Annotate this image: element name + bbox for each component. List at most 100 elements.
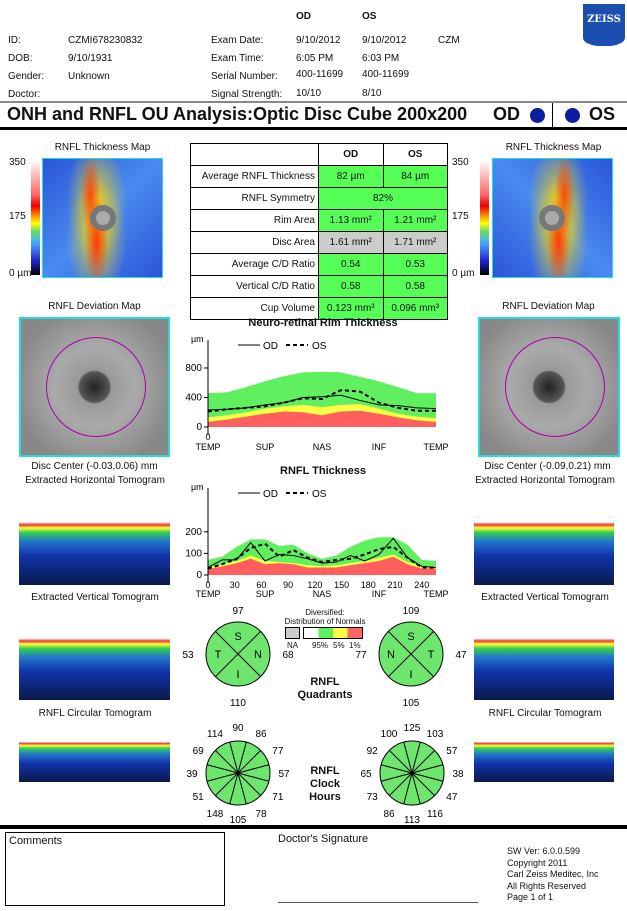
- comments-label: Comments: [9, 835, 63, 847]
- x-tick-label: 60: [256, 580, 266, 590]
- outside-band-1: [208, 410, 436, 427]
- sector-divider: [380, 764, 413, 774]
- x-sector-label: NAS: [313, 589, 332, 599]
- exam-date-od: 9/10/2012: [296, 35, 341, 46]
- x-sector-label: INF: [372, 442, 387, 452]
- quadrant-value-N: 68: [282, 650, 294, 661]
- quadrant-value-T: 47: [455, 650, 467, 661]
- sector-divider: [237, 772, 270, 782]
- sector-divider: [411, 741, 421, 774]
- legend-5: 5%: [333, 641, 345, 650]
- scale-max: 350: [9, 157, 26, 168]
- sector-divider: [206, 772, 239, 782]
- dob-label: DOB:: [8, 53, 33, 64]
- scale-mid: 175: [9, 211, 26, 222]
- quadrant-letter-S: S: [407, 631, 414, 643]
- sector-divider: [411, 750, 435, 774]
- table-row: Average RNFL Thickness 82 µm 84 µm: [190, 165, 448, 188]
- sector-divider: [215, 772, 239, 796]
- exam-time-os: 6:03 PM: [362, 53, 400, 64]
- clock-hour-value: 148: [207, 809, 224, 820]
- exam-date-label: Exam Date:: [211, 35, 264, 46]
- scale-mid: 175: [452, 211, 469, 222]
- divider: [552, 103, 553, 127]
- x-tick-label: 0: [205, 432, 210, 442]
- clock-hour-value: 77: [272, 746, 284, 757]
- clock-hour-value: 47: [446, 792, 458, 803]
- clock-hour-value: 105: [230, 815, 247, 826]
- sector-divider: [403, 772, 413, 805]
- os-deviation-title: RNFL Deviation Map: [502, 301, 595, 312]
- sector-divider: [229, 772, 239, 805]
- table-row: RNFL Symmetry 82%: [190, 187, 448, 210]
- comments-box[interactable]: Comments: [5, 832, 225, 906]
- y-axis-label: µm: [191, 334, 204, 344]
- y-tick-label: 200: [185, 527, 202, 538]
- exam-date-os: 9/10/2012: [362, 35, 407, 46]
- clock-hour-value: 78: [255, 809, 267, 820]
- x-tick-label: 150: [334, 580, 349, 590]
- serial-os: 400-11699: [362, 69, 410, 80]
- sector-divider: [411, 772, 435, 796]
- legend-os: OS: [312, 489, 327, 500]
- clock-hours-label: RNFL Clock Hours: [309, 765, 341, 803]
- series-os-line: [207, 542, 436, 570]
- quadrant-value-I: 105: [403, 698, 420, 709]
- clock-hour-value: 65: [360, 769, 372, 780]
- serial-label: Serial Number:: [211, 71, 278, 82]
- sector-divider: [215, 750, 239, 774]
- color-scale-bar: [31, 160, 40, 275]
- od-circular-title: RNFL Circular Tomogram: [38, 708, 152, 719]
- scale-max: 350: [452, 157, 469, 168]
- divider: [0, 127, 627, 130]
- os-deviation-map: [478, 317, 620, 457]
- x-sector-label: NAS: [313, 442, 332, 452]
- legend-1: 1%: [349, 641, 361, 650]
- doctor-label: Doctor:: [8, 89, 41, 100]
- legend-os: OS: [312, 341, 327, 352]
- clock-hour-value: 100: [381, 729, 398, 740]
- quadrant-letter-I: I: [236, 669, 239, 681]
- sector-divider: [237, 750, 261, 774]
- page-title: ONH and RNFL OU Analysis:Optic Disc Cube…: [7, 104, 468, 124]
- clock-hour-value: 113: [404, 815, 420, 826]
- signature-line[interactable]: [278, 902, 478, 903]
- sector-divider: [410, 653, 434, 677]
- y-tick-label: 100: [185, 548, 202, 559]
- legend-od: OD: [263, 489, 278, 500]
- rnfl-chart-title: RNFL Thickness: [280, 465, 366, 477]
- quadrant-value-T: 53: [182, 650, 194, 661]
- quadrant-value-S: 97: [232, 606, 244, 617]
- scale-min: 0 µm: [452, 268, 475, 279]
- sector-divider: [215, 631, 239, 655]
- operator: CZM: [438, 35, 460, 46]
- x-tick-label: 240: [414, 580, 429, 590]
- od-horizontal-title: Extracted Horizontal Tomogram: [25, 475, 165, 486]
- scan-circle: [505, 337, 605, 437]
- id-label: ID:: [8, 35, 21, 46]
- legend-percentile-swatches: [303, 627, 363, 639]
- signal-od: 10/10: [296, 88, 322, 99]
- quadrant-letter-N: N: [254, 649, 262, 661]
- parameters-table: OD OS Average RNFL Thickness 82 µm 84 µm RN…: [190, 143, 448, 320]
- outside-band-1: [208, 556, 436, 575]
- clock-hour-value: 57: [446, 746, 458, 757]
- sector-divider: [237, 653, 261, 677]
- scan-circle: [46, 337, 146, 437]
- legend-title: Diversified:: [305, 608, 345, 617]
- quadrants-label: RNFL Quadrants: [297, 676, 353, 701]
- x-sector-label: TEMP: [195, 442, 220, 452]
- clock-hour-value: 103: [427, 729, 444, 740]
- zeiss-logo: ZEISS: [583, 4, 625, 46]
- legend-od: OD: [263, 341, 278, 352]
- quadrant-letter-I: I: [409, 669, 412, 681]
- clock-hour-value: 57: [278, 769, 290, 780]
- sector-divider: [215, 653, 239, 677]
- x-sector-label: TEMP: [423, 589, 448, 599]
- legend-95: 95%: [312, 641, 329, 650]
- divider: [0, 101, 627, 103]
- clock-hour-value: 86: [383, 809, 395, 820]
- sector-divider: [206, 764, 239, 774]
- divider: [0, 825, 627, 829]
- quadrant-letter-T: T: [215, 649, 222, 661]
